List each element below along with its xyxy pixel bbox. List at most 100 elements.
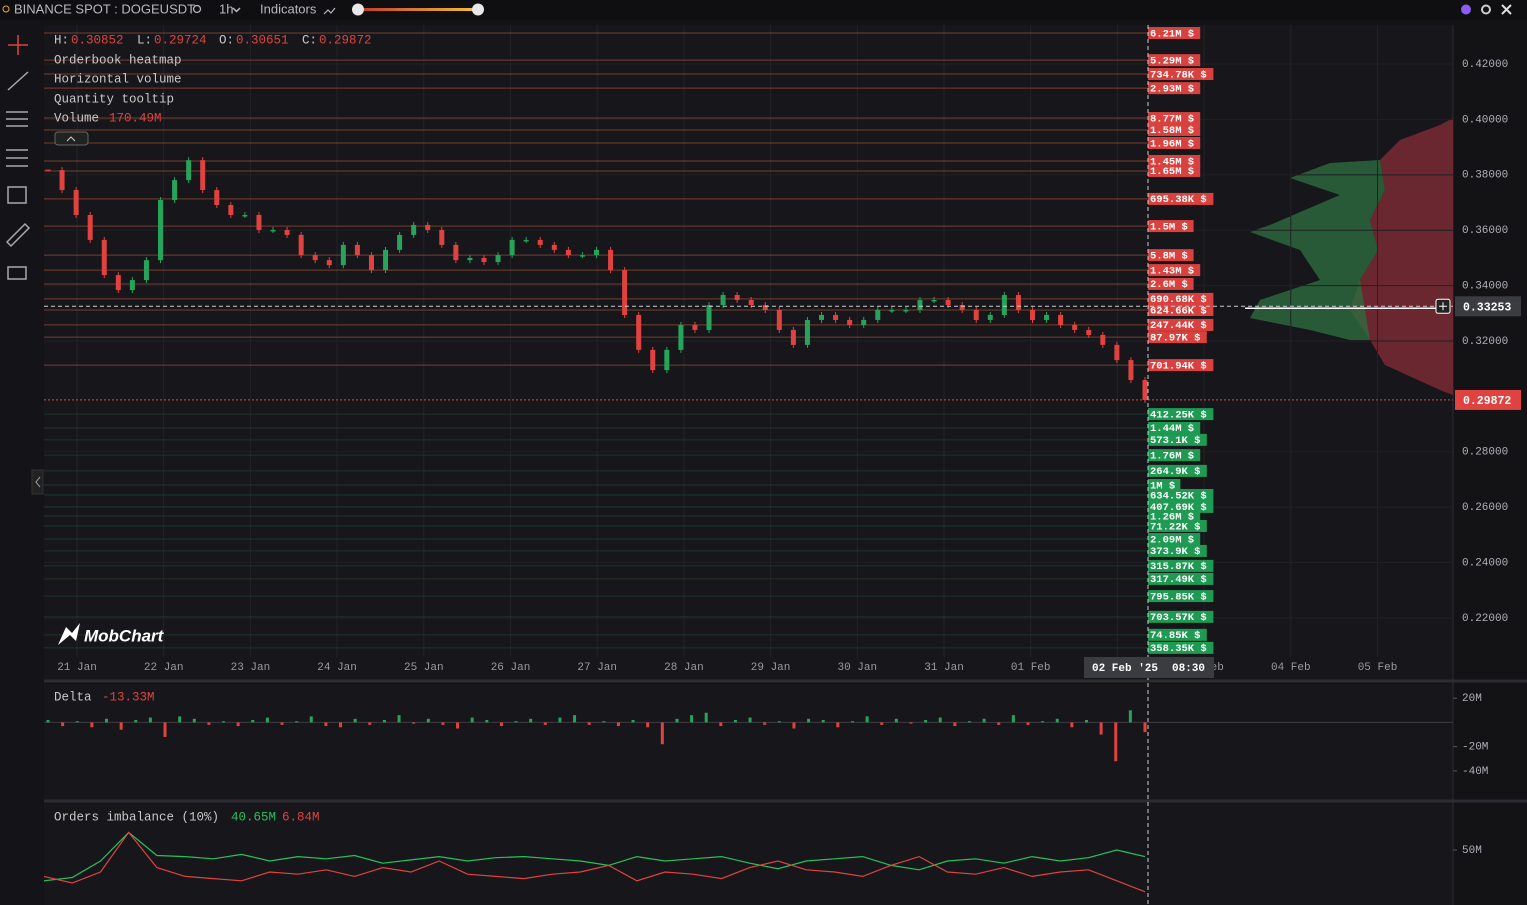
delta-bar (470, 717, 474, 723)
delta-bar (1011, 715, 1015, 723)
order-size-tag (1148, 192, 1214, 205)
interval[interactable]: 1h (219, 1, 233, 16)
delta-bar (909, 722, 913, 724)
delta-bar (339, 722, 343, 728)
delta-bar (719, 722, 723, 727)
delta-bar (178, 716, 182, 723)
candle (242, 214, 248, 217)
ohlc-label: C: (302, 33, 317, 47)
theme-button[interactable] (1461, 4, 1471, 15)
candle (987, 314, 993, 320)
line-tool[interactable] (7, 71, 29, 91)
search-icon[interactable] (192, 4, 202, 14)
collapse-toolbar[interactable] (31, 469, 44, 495)
x-tick-label: 05 Feb (1358, 662, 1398, 674)
candle (1029, 309, 1035, 320)
delta-bar (456, 722, 460, 729)
order-size-tag (1148, 510, 1201, 523)
candle (650, 349, 656, 371)
y-tick-label: 0.24000 (1462, 557, 1508, 569)
x-tick-label: 24 Jan (317, 662, 357, 674)
delta-bar (1084, 720, 1088, 723)
order-size-label: 2.93M $ (1150, 83, 1194, 95)
settings-button[interactable] (1481, 4, 1491, 15)
x-tick-label: 01 Feb (1011, 662, 1051, 674)
order-size-tag (1148, 559, 1214, 572)
candle (326, 260, 332, 266)
candle (931, 300, 937, 302)
y-tick-label: -20M (1462, 742, 1488, 754)
x-tick-label: 26 Jan (491, 662, 531, 674)
ohlc-value: 0.30651 (236, 33, 289, 47)
layer-name[interactable]: Quantity tooltip (54, 92, 174, 106)
imbalance-line (43, 831, 1146, 882)
close-button[interactable] (1501, 4, 1512, 15)
candle (158, 200, 164, 261)
layer-name[interactable]: Horizontal volume (54, 72, 182, 86)
delta-bar (777, 721, 781, 723)
candle (1001, 295, 1007, 315)
indicators-button[interactable]: Indicators (260, 1, 317, 16)
order-size-tag (1148, 500, 1214, 513)
order-size-label: 412.25K $ (1150, 409, 1207, 421)
shape-tool[interactable] (7, 186, 27, 204)
x-tick-label: 28 Jan (664, 662, 704, 674)
screenshot-tool[interactable] (7, 266, 27, 280)
delta-bar (924, 720, 928, 723)
candle (214, 190, 220, 206)
order-size-label: 358.35K $ (1150, 643, 1207, 655)
y-tick-label: 0.36000 (1462, 225, 1508, 237)
candle (594, 249, 599, 256)
candle (143, 260, 149, 281)
order-size-tag (1148, 277, 1194, 290)
delta-bar (280, 722, 284, 725)
delta-bar (412, 722, 416, 724)
order-size-tag (1148, 628, 1207, 641)
candle (833, 314, 839, 320)
last-price-tag (1455, 389, 1521, 410)
opacity-slider[interactable] (357, 8, 478, 11)
order-size-label: 1.5M $ (1150, 221, 1188, 233)
delta-bar (558, 717, 562, 723)
slider-handle[interactable] (352, 3, 364, 16)
delta-bar (792, 722, 796, 729)
order-size-label: 795.85K $ (1150, 591, 1207, 603)
order-size-label: 5.29M $ (1150, 55, 1194, 67)
logo-icon (58, 623, 80, 645)
order-size-label: 264.9K $ (1150, 466, 1200, 478)
candle (551, 244, 557, 250)
y-tick-label: 0.32000 (1462, 336, 1508, 348)
y-tick-label: 0.26000 (1462, 502, 1508, 514)
symbol[interactable]: BINANCE SPOT : DOGEUSDT (14, 1, 195, 16)
crosshair-date: 02 Feb '25 (1092, 663, 1158, 675)
imbalance-line (43, 831, 1146, 893)
crosshair-tool[interactable] (8, 35, 28, 55)
order-size-tag (1148, 433, 1207, 446)
slider-handle[interactable] (472, 3, 484, 16)
order-size-label: 5.8M $ (1150, 250, 1188, 262)
delta-bar (485, 720, 489, 723)
delta-bar (61, 722, 65, 727)
candle (664, 349, 670, 371)
order-size-label: 373.9K $ (1150, 546, 1200, 558)
order-size-tag (1148, 464, 1207, 477)
order-size-label: 695.38K $ (1150, 194, 1207, 206)
fib-tool[interactable] (6, 111, 28, 127)
order-size-tag (1148, 220, 1194, 233)
candle (172, 180, 178, 201)
delta-bar (660, 722, 664, 745)
ruler-tool[interactable] (5, 222, 31, 248)
candle (1128, 360, 1134, 381)
layer-name[interactable]: Orderbook heatmap (54, 53, 182, 67)
candle (59, 170, 65, 191)
ohlc-value: 0.30852 (71, 33, 124, 47)
delta-bar (251, 720, 255, 723)
channel-tool[interactable] (6, 149, 28, 167)
candle (748, 300, 754, 305)
layer-name[interactable]: Volume (54, 111, 99, 125)
delta-bar (646, 722, 650, 728)
delta-bar (953, 722, 957, 727)
collapse-legend[interactable] (54, 131, 89, 146)
order-size-tag (1148, 572, 1214, 585)
delta-bar (529, 718, 533, 723)
